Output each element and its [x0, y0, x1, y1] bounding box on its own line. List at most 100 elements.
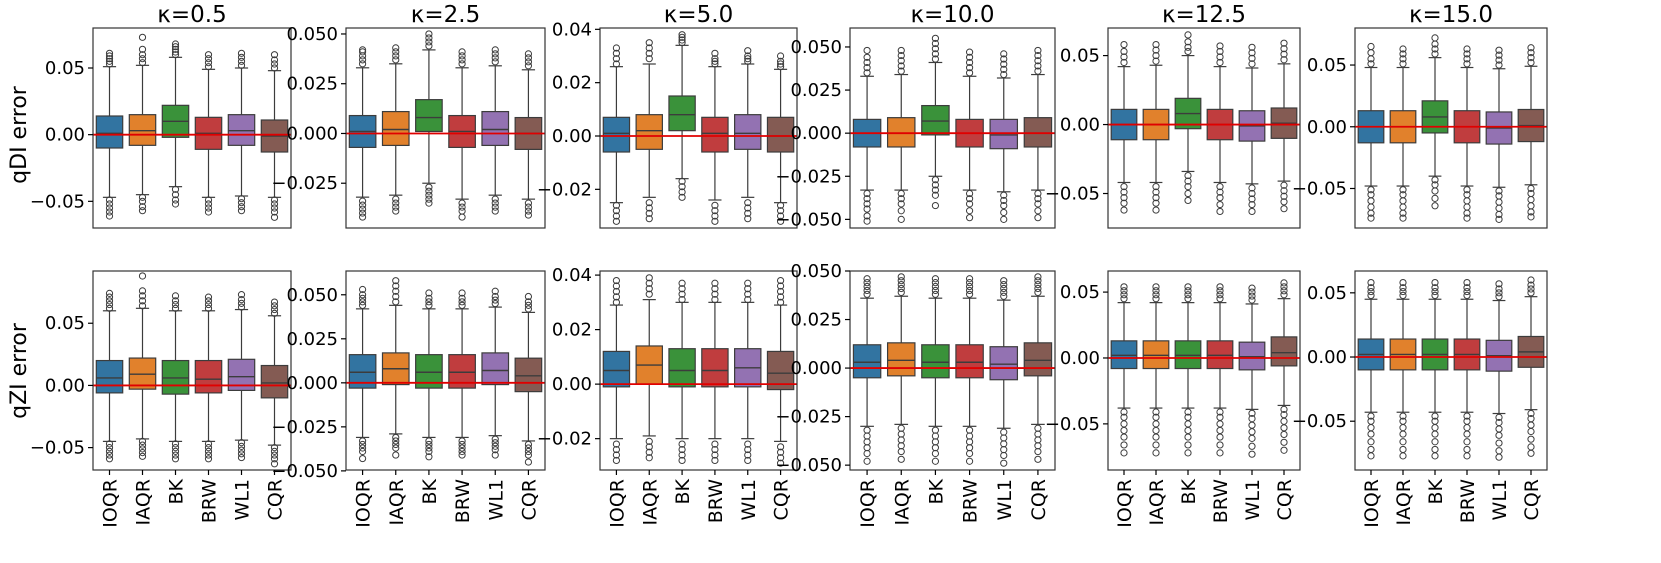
- flier-point: [863, 449, 871, 458]
- flier-point: [458, 437, 466, 445]
- flier-point: [931, 457, 940, 465]
- x-tick-label-wl1: WL1: [1242, 479, 1264, 520]
- flier-point: [1120, 47, 1128, 56]
- flier-point: [524, 305, 533, 313]
- flier-point: [897, 430, 905, 438]
- flier-point: [1367, 42, 1375, 51]
- flier-point: [711, 445, 719, 454]
- flier-point: [678, 285, 686, 293]
- flier-point: [1248, 49, 1256, 57]
- flier-point: [645, 443, 653, 451]
- flier-point: [425, 42, 433, 50]
- flier-point: [1495, 413, 1503, 421]
- x-tick-label-wl1: WL1: [232, 479, 254, 520]
- flier-point: [358, 301, 367, 309]
- flier-point: [237, 303, 246, 311]
- flier-point: [458, 289, 466, 297]
- flier-point: [171, 455, 180, 463]
- flier-point: [1463, 55, 1471, 63]
- flier-point: [1527, 427, 1535, 436]
- box-brw: [448, 289, 476, 459]
- box-brw: [701, 279, 729, 465]
- flier-point: [1280, 430, 1288, 439]
- flier-point: [1000, 277, 1008, 285]
- flier-point: [524, 203, 533, 211]
- panel-0-3: −0.050 −0.025 0.000 0.025 0.050 κ=10.0: [775, 2, 1056, 230]
- flier-point: [1431, 287, 1439, 296]
- flier-point: [645, 39, 653, 47]
- flier-point: [645, 49, 653, 57]
- flier-point: [358, 298, 367, 306]
- flier-point: [270, 200, 279, 208]
- flier-point: [1463, 278, 1471, 287]
- flier-point: [1184, 295, 1192, 303]
- flier-point: [678, 193, 686, 201]
- flier-point: [1367, 412, 1375, 420]
- flier-point: [1495, 198, 1503, 206]
- flier-point: [392, 52, 400, 60]
- flier-point: [1527, 44, 1535, 52]
- flier-point: [458, 451, 466, 459]
- flier-point: [1034, 189, 1042, 198]
- flier-point: [458, 199, 466, 207]
- flier-point: [1399, 60, 1407, 68]
- flier-point: [138, 445, 147, 453]
- flier-point: [744, 52, 752, 60]
- flier-point: [425, 447, 433, 456]
- box-body-ioqr: [95, 115, 124, 149]
- flier-point: [392, 207, 400, 215]
- flier-point: [711, 207, 719, 215]
- flier-point: [1399, 284, 1407, 292]
- flier-point: [863, 205, 871, 213]
- flier-point: [897, 51, 905, 60]
- flier-point: [931, 176, 940, 184]
- flier-point: [1034, 46, 1042, 55]
- flier-point: [138, 33, 147, 41]
- box-iaqr: [128, 33, 157, 215]
- box-bk: [921, 275, 950, 465]
- flier-point: [863, 200, 871, 208]
- axes-frame: [849, 27, 1056, 229]
- box-wl1: [481, 287, 510, 459]
- flier-point: [711, 217, 719, 225]
- box-body-cqr: [766, 116, 795, 153]
- flier-point: [776, 217, 785, 225]
- flier-point: [863, 444, 871, 452]
- flier-point: [863, 432, 871, 440]
- y-tick-label: 0.000: [790, 358, 842, 379]
- flier-point: [392, 199, 400, 207]
- flier-point: [204, 304, 213, 312]
- flier-point: [458, 294, 466, 302]
- flier-point: [897, 189, 905, 198]
- flier-point: [612, 287, 621, 296]
- flier-point: [1527, 54, 1535, 62]
- box-cqr: [1517, 276, 1545, 457]
- axes-frame: [1354, 270, 1548, 471]
- flier-point: [645, 285, 653, 293]
- flier-point: [1216, 426, 1224, 435]
- flier-point: [1184, 43, 1192, 51]
- flier-point: [1034, 424, 1042, 432]
- flier-point: [931, 181, 940, 189]
- flier-point: [392, 292, 400, 301]
- flier-point: [711, 49, 719, 57]
- panel-title: κ=2.5: [411, 2, 480, 28]
- x-tick-label-bk: BK: [672, 478, 694, 504]
- flier-point: [1120, 206, 1128, 214]
- flier-point: [491, 435, 499, 443]
- box-bk: [1174, 283, 1202, 457]
- y-tick-label: 0.025: [286, 74, 338, 95]
- flier-point: [612, 55, 621, 63]
- flier-point: [1216, 183, 1224, 191]
- flier-point: [1120, 199, 1128, 207]
- flier-point: [171, 444, 180, 452]
- panel-0-0: −0.05 0.00 0.05 κ=0.5: [30, 2, 292, 229]
- flier-point: [1034, 273, 1042, 281]
- y-tick-label: 0.05: [45, 58, 85, 79]
- flier-point: [105, 57, 114, 65]
- box-bk: [1174, 31, 1202, 205]
- flier-point: [204, 300, 213, 309]
- flier-point: [1367, 203, 1375, 211]
- flier-point: [1495, 215, 1503, 223]
- flier-point: [776, 287, 785, 296]
